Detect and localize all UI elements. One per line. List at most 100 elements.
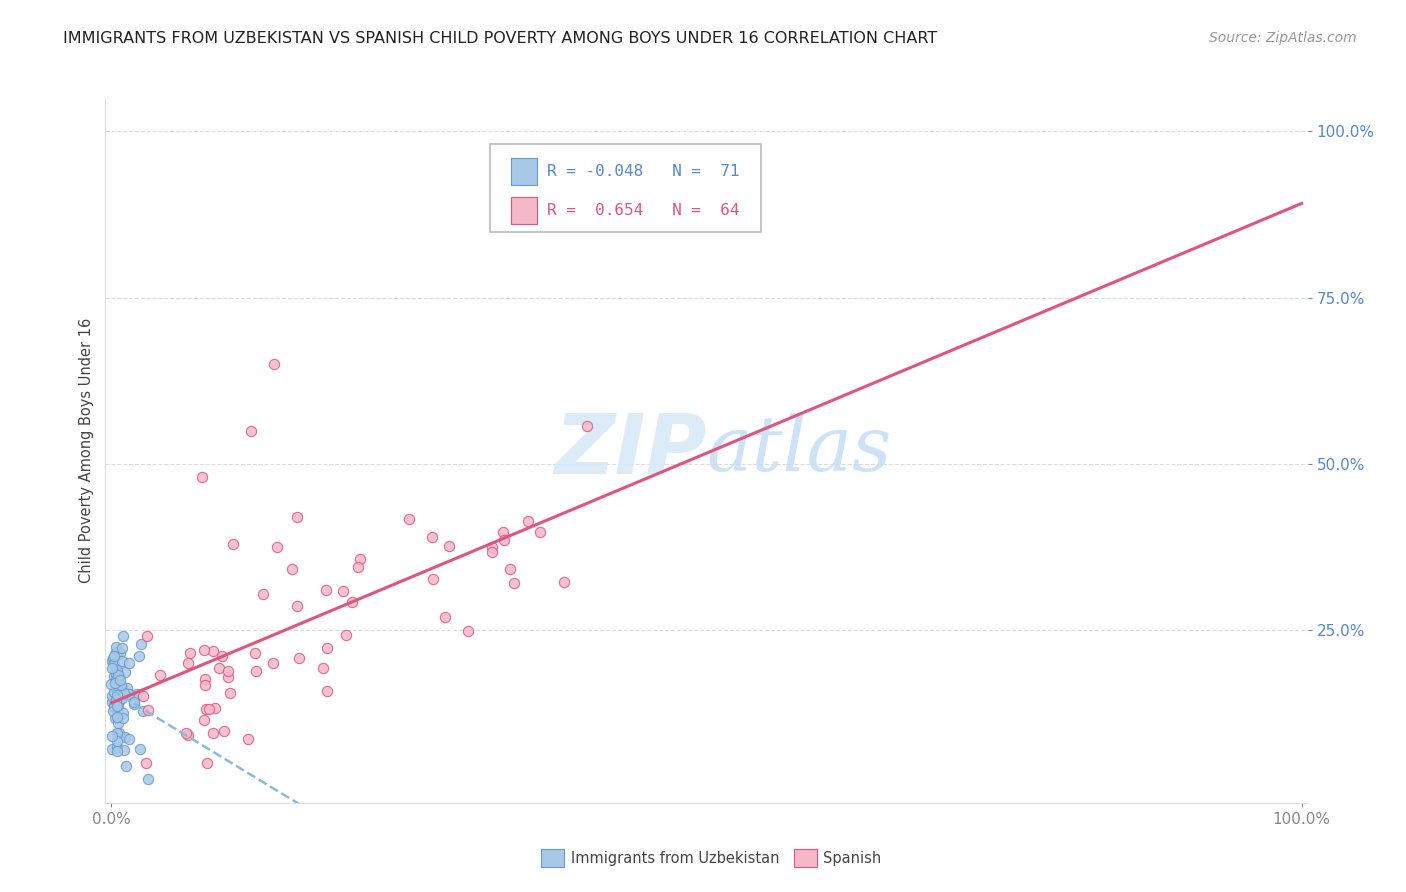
- Point: [107, 674, 129, 689]
- Point: [398, 511, 420, 525]
- Point: [217, 665, 239, 679]
- Point: [118, 687, 141, 701]
- Point: [100, 677, 122, 691]
- Point: [112, 629, 135, 643]
- Point: [315, 583, 337, 598]
- Point: [103, 648, 125, 663]
- Point: [105, 740, 128, 755]
- Point: [111, 640, 134, 655]
- Text: atlas: atlas: [707, 414, 891, 487]
- Point: [118, 657, 141, 671]
- Point: [179, 646, 201, 660]
- Point: [114, 730, 136, 744]
- Point: [114, 759, 136, 773]
- Point: [218, 686, 240, 700]
- Text: IMMIGRANTS FROM UZBEKISTAN VS SPANISH CHILD POVERTY AMONG BOYS UNDER 16 CORRELAT: IMMIGRANTS FROM UZBEKISTAN VS SPANISH CH…: [63, 31, 938, 46]
- Point: [457, 624, 479, 639]
- Text: Source: ZipAtlas.com: Source: ZipAtlas.com: [1209, 31, 1357, 45]
- Point: [194, 701, 217, 715]
- Point: [201, 644, 224, 658]
- Point: [288, 650, 311, 665]
- Point: [197, 756, 219, 770]
- Point: [342, 595, 364, 609]
- Point: [104, 640, 127, 655]
- Point: [193, 643, 215, 657]
- Point: [107, 709, 129, 723]
- Point: [136, 630, 159, 644]
- Point: [252, 587, 274, 601]
- Point: [118, 732, 141, 747]
- Point: [107, 700, 129, 714]
- Point: [149, 668, 172, 682]
- Point: [112, 686, 135, 700]
- Point: [503, 575, 526, 590]
- Point: [107, 716, 129, 731]
- Point: [111, 711, 134, 725]
- Point: [101, 742, 124, 756]
- Point: [122, 695, 145, 709]
- Point: [101, 660, 124, 674]
- Point: [104, 693, 127, 707]
- Y-axis label: Child Poverty Among Boys Under 16: Child Poverty Among Boys Under 16: [79, 318, 94, 583]
- Point: [263, 357, 285, 371]
- Point: [202, 725, 225, 739]
- Point: [332, 583, 354, 598]
- Point: [136, 703, 159, 717]
- Point: [285, 599, 308, 613]
- Point: [243, 647, 266, 661]
- Point: [517, 514, 540, 528]
- Point: [285, 510, 308, 524]
- Point: [103, 700, 125, 714]
- Point: [101, 729, 124, 743]
- Point: [105, 699, 128, 714]
- Point: [122, 697, 145, 711]
- Point: [211, 648, 233, 663]
- Point: [107, 668, 129, 682]
- Point: [132, 689, 155, 703]
- Point: [111, 681, 134, 696]
- Point: [108, 694, 131, 708]
- Point: [115, 681, 138, 695]
- Point: [104, 691, 127, 706]
- Point: [176, 656, 198, 670]
- Point: [105, 663, 128, 677]
- Point: [103, 657, 125, 672]
- Point: [100, 690, 122, 704]
- Point: [316, 684, 339, 698]
- Text: Spanish: Spanish: [823, 851, 880, 865]
- Point: [124, 692, 146, 706]
- Point: [494, 533, 516, 547]
- Point: [420, 530, 443, 544]
- Point: [103, 685, 125, 699]
- Point: [481, 540, 503, 554]
- Point: [110, 678, 132, 692]
- Point: [108, 671, 131, 685]
- Point: [492, 524, 515, 539]
- Point: [107, 725, 129, 739]
- Point: [208, 661, 231, 675]
- Point: [132, 704, 155, 718]
- Point: [194, 672, 217, 686]
- Point: [190, 470, 212, 484]
- FancyBboxPatch shape: [491, 144, 761, 232]
- Point: [104, 676, 127, 690]
- Point: [437, 539, 460, 553]
- Point: [129, 637, 152, 651]
- Point: [114, 665, 136, 680]
- Point: [101, 655, 124, 669]
- Point: [193, 713, 215, 727]
- Point: [217, 670, 239, 684]
- Point: [433, 610, 456, 624]
- Text: R = -0.048   N =  71: R = -0.048 N = 71: [547, 164, 740, 179]
- Point: [108, 673, 131, 688]
- Point: [128, 649, 150, 664]
- Point: [266, 540, 288, 554]
- Point: [222, 536, 245, 550]
- Point: [103, 698, 125, 713]
- Point: [529, 525, 551, 540]
- Point: [105, 673, 128, 688]
- Point: [197, 701, 219, 715]
- Point: [212, 723, 235, 738]
- Point: [104, 710, 127, 724]
- Point: [105, 689, 128, 703]
